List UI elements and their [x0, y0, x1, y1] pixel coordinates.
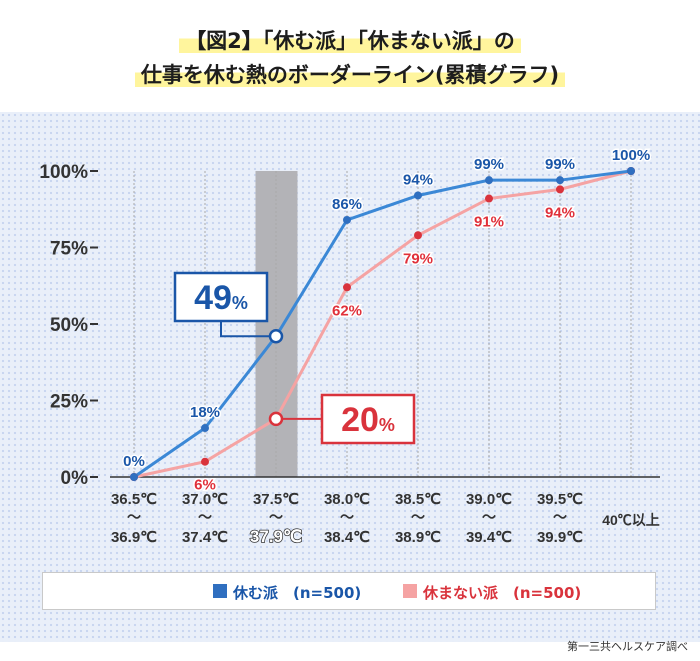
callout-leader — [220, 321, 276, 338]
data-label: 86% — [332, 196, 362, 213]
callout-value: 20% — [341, 401, 395, 439]
data-point — [556, 176, 564, 185]
x-tick-label: 39.5℃ — [537, 491, 583, 508]
chart-title-line-2: 仕事を休む熱のボーダーライン(累積グラフ) — [0, 60, 700, 90]
legend-swatch-no-rest — [403, 584, 417, 598]
data-point — [201, 424, 209, 433]
data-point — [201, 457, 209, 466]
chart-title-line-1: 【図2】「休む派」「休まない派」の — [0, 26, 700, 56]
x-tick-label: 38.5℃ — [395, 491, 441, 508]
callout-box — [320, 393, 416, 445]
y-tick-label: 50% — [50, 315, 88, 336]
data-point — [485, 176, 493, 185]
x-tick-label: ～ — [269, 509, 283, 525]
data-label: 94% — [403, 171, 433, 188]
data-label: 94% — [545, 204, 575, 221]
y-tick-label: 75% — [50, 239, 88, 260]
x-tick-label: 36.5℃ — [111, 491, 157, 508]
data-label: 91% — [474, 214, 504, 231]
x-tick-label: 38.0℃ — [324, 491, 370, 508]
data-point — [343, 283, 351, 292]
data-label: 62% — [332, 302, 362, 319]
data-label: 99% — [545, 156, 575, 173]
y-tick-label: 100% — [39, 162, 88, 183]
x-tick-label: 38.9℃ — [395, 529, 441, 546]
source-note: 第一三共ヘルスケア調べ — [567, 640, 688, 653]
x-tick-label: ～ — [482, 509, 496, 525]
data-label: 99% — [474, 156, 504, 173]
x-tick-label: 40℃以上 — [602, 512, 660, 528]
data-point — [343, 215, 351, 224]
x-tick-label: 39.9℃ — [537, 529, 583, 546]
data-point — [414, 191, 422, 200]
x-tick-label: 39.4℃ — [466, 529, 512, 546]
y-tick-label: 25% — [50, 392, 88, 413]
callout-point — [268, 411, 284, 427]
x-tick-label: 36.9℃ — [111, 529, 157, 546]
callout-value: 49% — [194, 279, 248, 317]
data-point — [130, 473, 138, 481]
data-point — [556, 185, 564, 194]
y-tick-label: 0% — [61, 468, 89, 489]
x-tick-label: ～ — [340, 509, 354, 525]
plot-background — [0, 112, 700, 642]
data-point — [414, 231, 422, 240]
callout-point — [268, 328, 284, 344]
legend-label-rest: 休む派 (n=500) — [233, 584, 362, 602]
x-tick-label: ～ — [553, 509, 567, 525]
x-tick-label: 37.9℃ — [250, 527, 302, 546]
data-label: 0% — [123, 453, 145, 470]
legend-label-no-rest: 休まない派 (n=500) — [423, 584, 582, 602]
x-tick-label: 39.0℃ — [466, 491, 512, 508]
series-line-1 — [133, 169, 632, 479]
legend-swatch-rest — [213, 584, 227, 598]
x-tick-label: 37.4℃ — [182, 529, 228, 546]
data-label: 79% — [403, 250, 433, 267]
x-tick-label: 37.0℃ — [182, 491, 228, 508]
x-tick-label: ～ — [127, 509, 141, 525]
data-point — [627, 167, 635, 175]
x-tick-label: ～ — [198, 509, 212, 525]
x-tick-label: 38.4℃ — [324, 529, 370, 546]
data-label: 6% — [194, 477, 216, 494]
data-point — [485, 194, 493, 203]
x-tick-label: ～ — [411, 509, 425, 525]
data-label: 100% — [612, 147, 650, 164]
callout-box — [173, 271, 269, 323]
legend: 休む派 (n=500) 休まない派 (n=500) — [42, 572, 656, 610]
series-line-0 — [133, 169, 632, 479]
data-label: 18% — [190, 404, 220, 421]
x-tick-label: 37.5℃ — [253, 491, 299, 508]
